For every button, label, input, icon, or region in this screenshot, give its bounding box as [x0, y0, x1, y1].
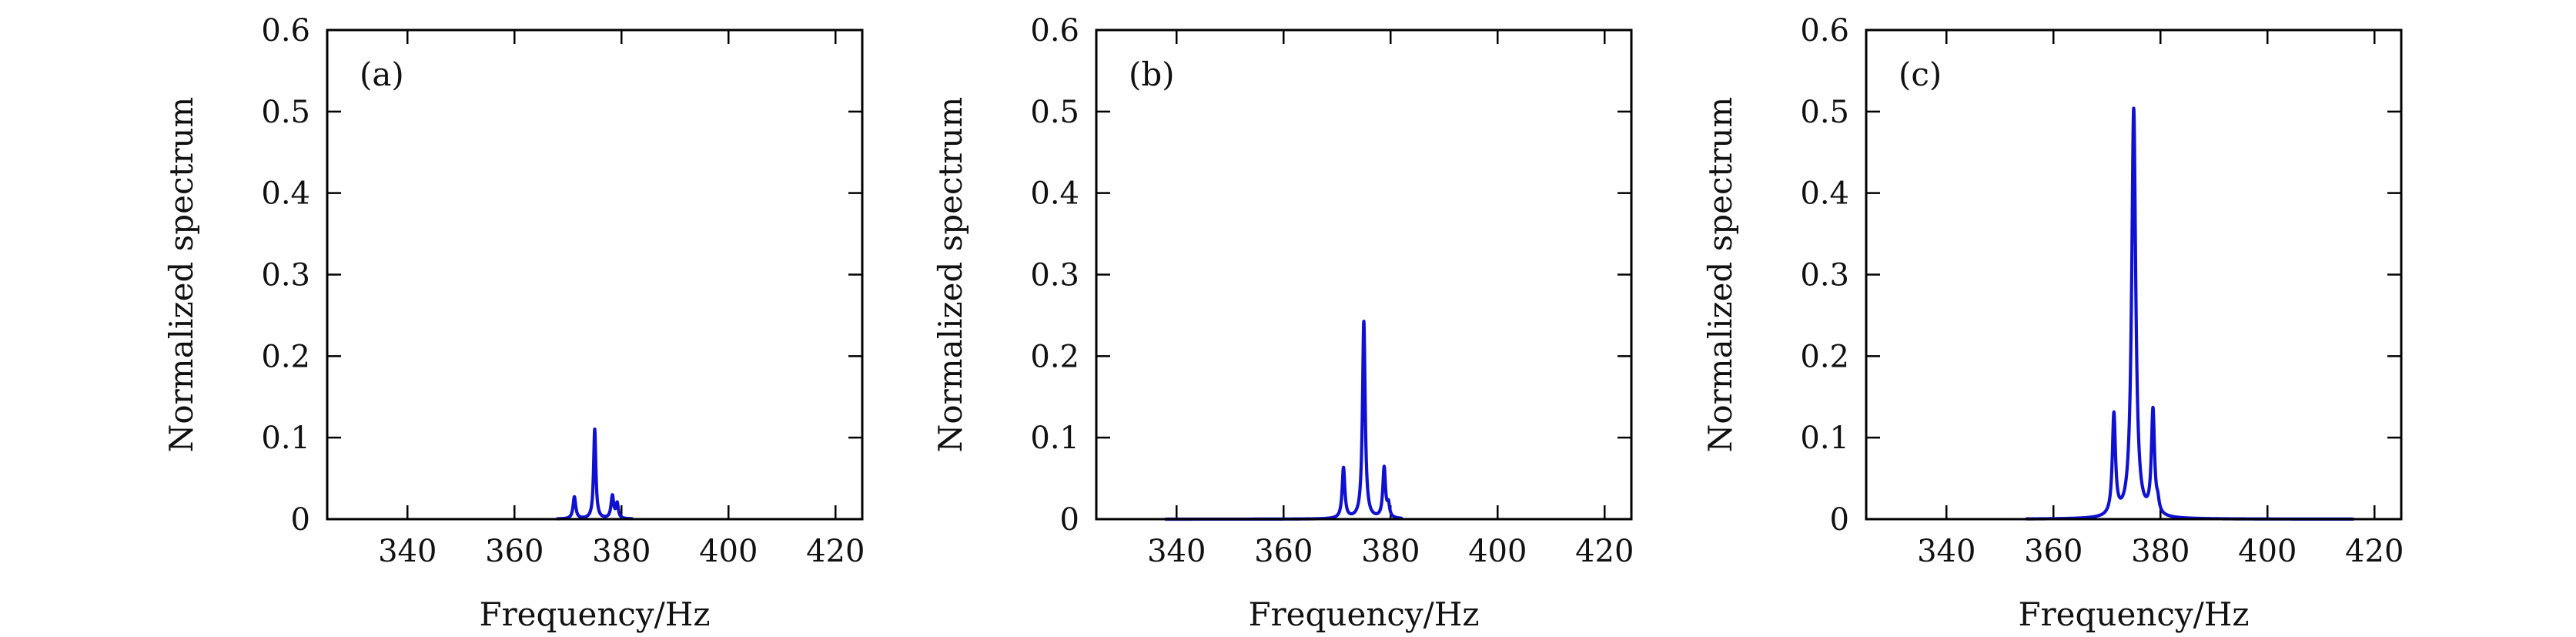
panel-a-y-tick-label: 0.5: [261, 95, 310, 130]
panel-a-y-axis-label: Normalized spectrum: [162, 97, 200, 453]
panel-c-x-tick-label: 360: [2024, 534, 2083, 569]
panel-b-x-tick-label: 400: [1468, 534, 1527, 569]
panel-b-x-tick-label: 340: [1147, 534, 1206, 569]
panel-c-frame: [1865, 28, 2403, 521]
panel-b-x-tick-label: 420: [1575, 534, 1634, 569]
panel-c-x-tick-label: 400: [2238, 534, 2297, 569]
panel-b-label: (b): [1129, 55, 1175, 93]
panel-a-x-tick-label: 380: [592, 534, 651, 569]
panel-c-y-tick-label: 0.6: [1800, 13, 1849, 49]
panel-b-y-tick-label: 0.4: [1030, 176, 1079, 212]
panel-a: 340 360 380 400 420 0 0.1 0.2 0.3 0.4 0.5 0.6 (a) F…: [162, 13, 865, 633]
panel-c-spectrum-line: [2025, 106, 2355, 521]
panel-a-x-tick-label: 360: [485, 534, 544, 569]
panel-b-y-tick-label: 0.5: [1030, 95, 1079, 130]
panel-b-x-tick-label: 380: [1361, 534, 1420, 569]
panel-b-y-tick-label: 0.1: [1030, 421, 1079, 456]
panel-a-label: (a): [360, 55, 404, 93]
panel-b: 340 360 380 400 420 0 0.1 0.2 0.3 0.4 0.5 0.6 (b) F…: [932, 13, 1634, 633]
panel-b-x-axis-label: Frequency/Hz: [1248, 595, 1479, 633]
panel-c-x-axis-label: Frequency/Hz: [2018, 595, 2249, 633]
panel-c-ticks: 340 360 380 400 420 0 0.1 0.2 0.3 0.4 0.5 0.6: [1800, 13, 2404, 569]
panel-b-y-tick-label: 0: [1060, 502, 1079, 538]
panel-c-y-tick-label: 0.4: [1800, 176, 1849, 212]
panel-a-y-tick-label: 0: [291, 502, 310, 538]
panel-a-x-tick-label: 420: [806, 534, 865, 569]
panel-b-y-tick-label: 0.6: [1030, 13, 1079, 49]
panel-a-x-axis-label: Frequency/Hz: [479, 595, 710, 633]
panel-b-ticks: 340 360 380 400 420 0 0.1 0.2 0.3 0.4 0.5 0.6: [1030, 13, 1634, 569]
panel-a-y-tick-label: 0.4: [261, 176, 310, 212]
panel-b-spectrum-line: [1164, 320, 1403, 521]
panel-c-y-tick-label: 0.2: [1800, 339, 1849, 374]
panel-c-y-tick-label: 0.1: [1800, 421, 1849, 456]
panel-c-y-axis-label: Normalized spectrum: [1701, 97, 1739, 453]
panel-a-y-tick-label: 0.2: [261, 339, 310, 374]
panel-b-y-axis-label: Normalized spectrum: [932, 97, 969, 453]
panel-b-x-tick-label: 360: [1254, 534, 1313, 569]
panel-a-y-tick-label: 0.6: [261, 13, 310, 49]
panel-c-x-tick-label: 420: [2345, 534, 2404, 569]
panel-a-x-tick-label: 400: [699, 534, 758, 569]
panel-c-x-tick-label: 340: [1917, 534, 1975, 569]
panel-b-y-tick-label: 0.3: [1030, 258, 1079, 293]
panel-c-y-tick-label: 0.3: [1800, 258, 1849, 293]
panel-a-y-tick-label: 0.1: [261, 421, 310, 456]
panel-a-ticks: 340 360 380 400 420 0 0.1 0.2 0.3 0.4 0.5 0.6: [261, 13, 865, 569]
panel-a-y-tick-label: 0.3: [261, 258, 310, 293]
panel-c-label: (c): [1899, 55, 1942, 93]
panel-c: 340 360 380 400 420 0 0.1 0.2 0.3 0.4 0.5 0.6 (c) F…: [1701, 13, 2404, 633]
panel-c-y-tick-label: 0: [1830, 502, 1849, 538]
panel-a-x-tick-label: 340: [378, 534, 437, 569]
panel-a-spectrum-line: [555, 427, 634, 521]
panel-a-frame: [326, 28, 864, 521]
panel-b-y-tick-label: 0.2: [1030, 339, 1079, 374]
panel-c-x-tick-label: 380: [2131, 534, 2190, 569]
panel-b-frame: [1095, 28, 1633, 521]
panel-c-y-tick-label: 0.5: [1800, 95, 1849, 130]
